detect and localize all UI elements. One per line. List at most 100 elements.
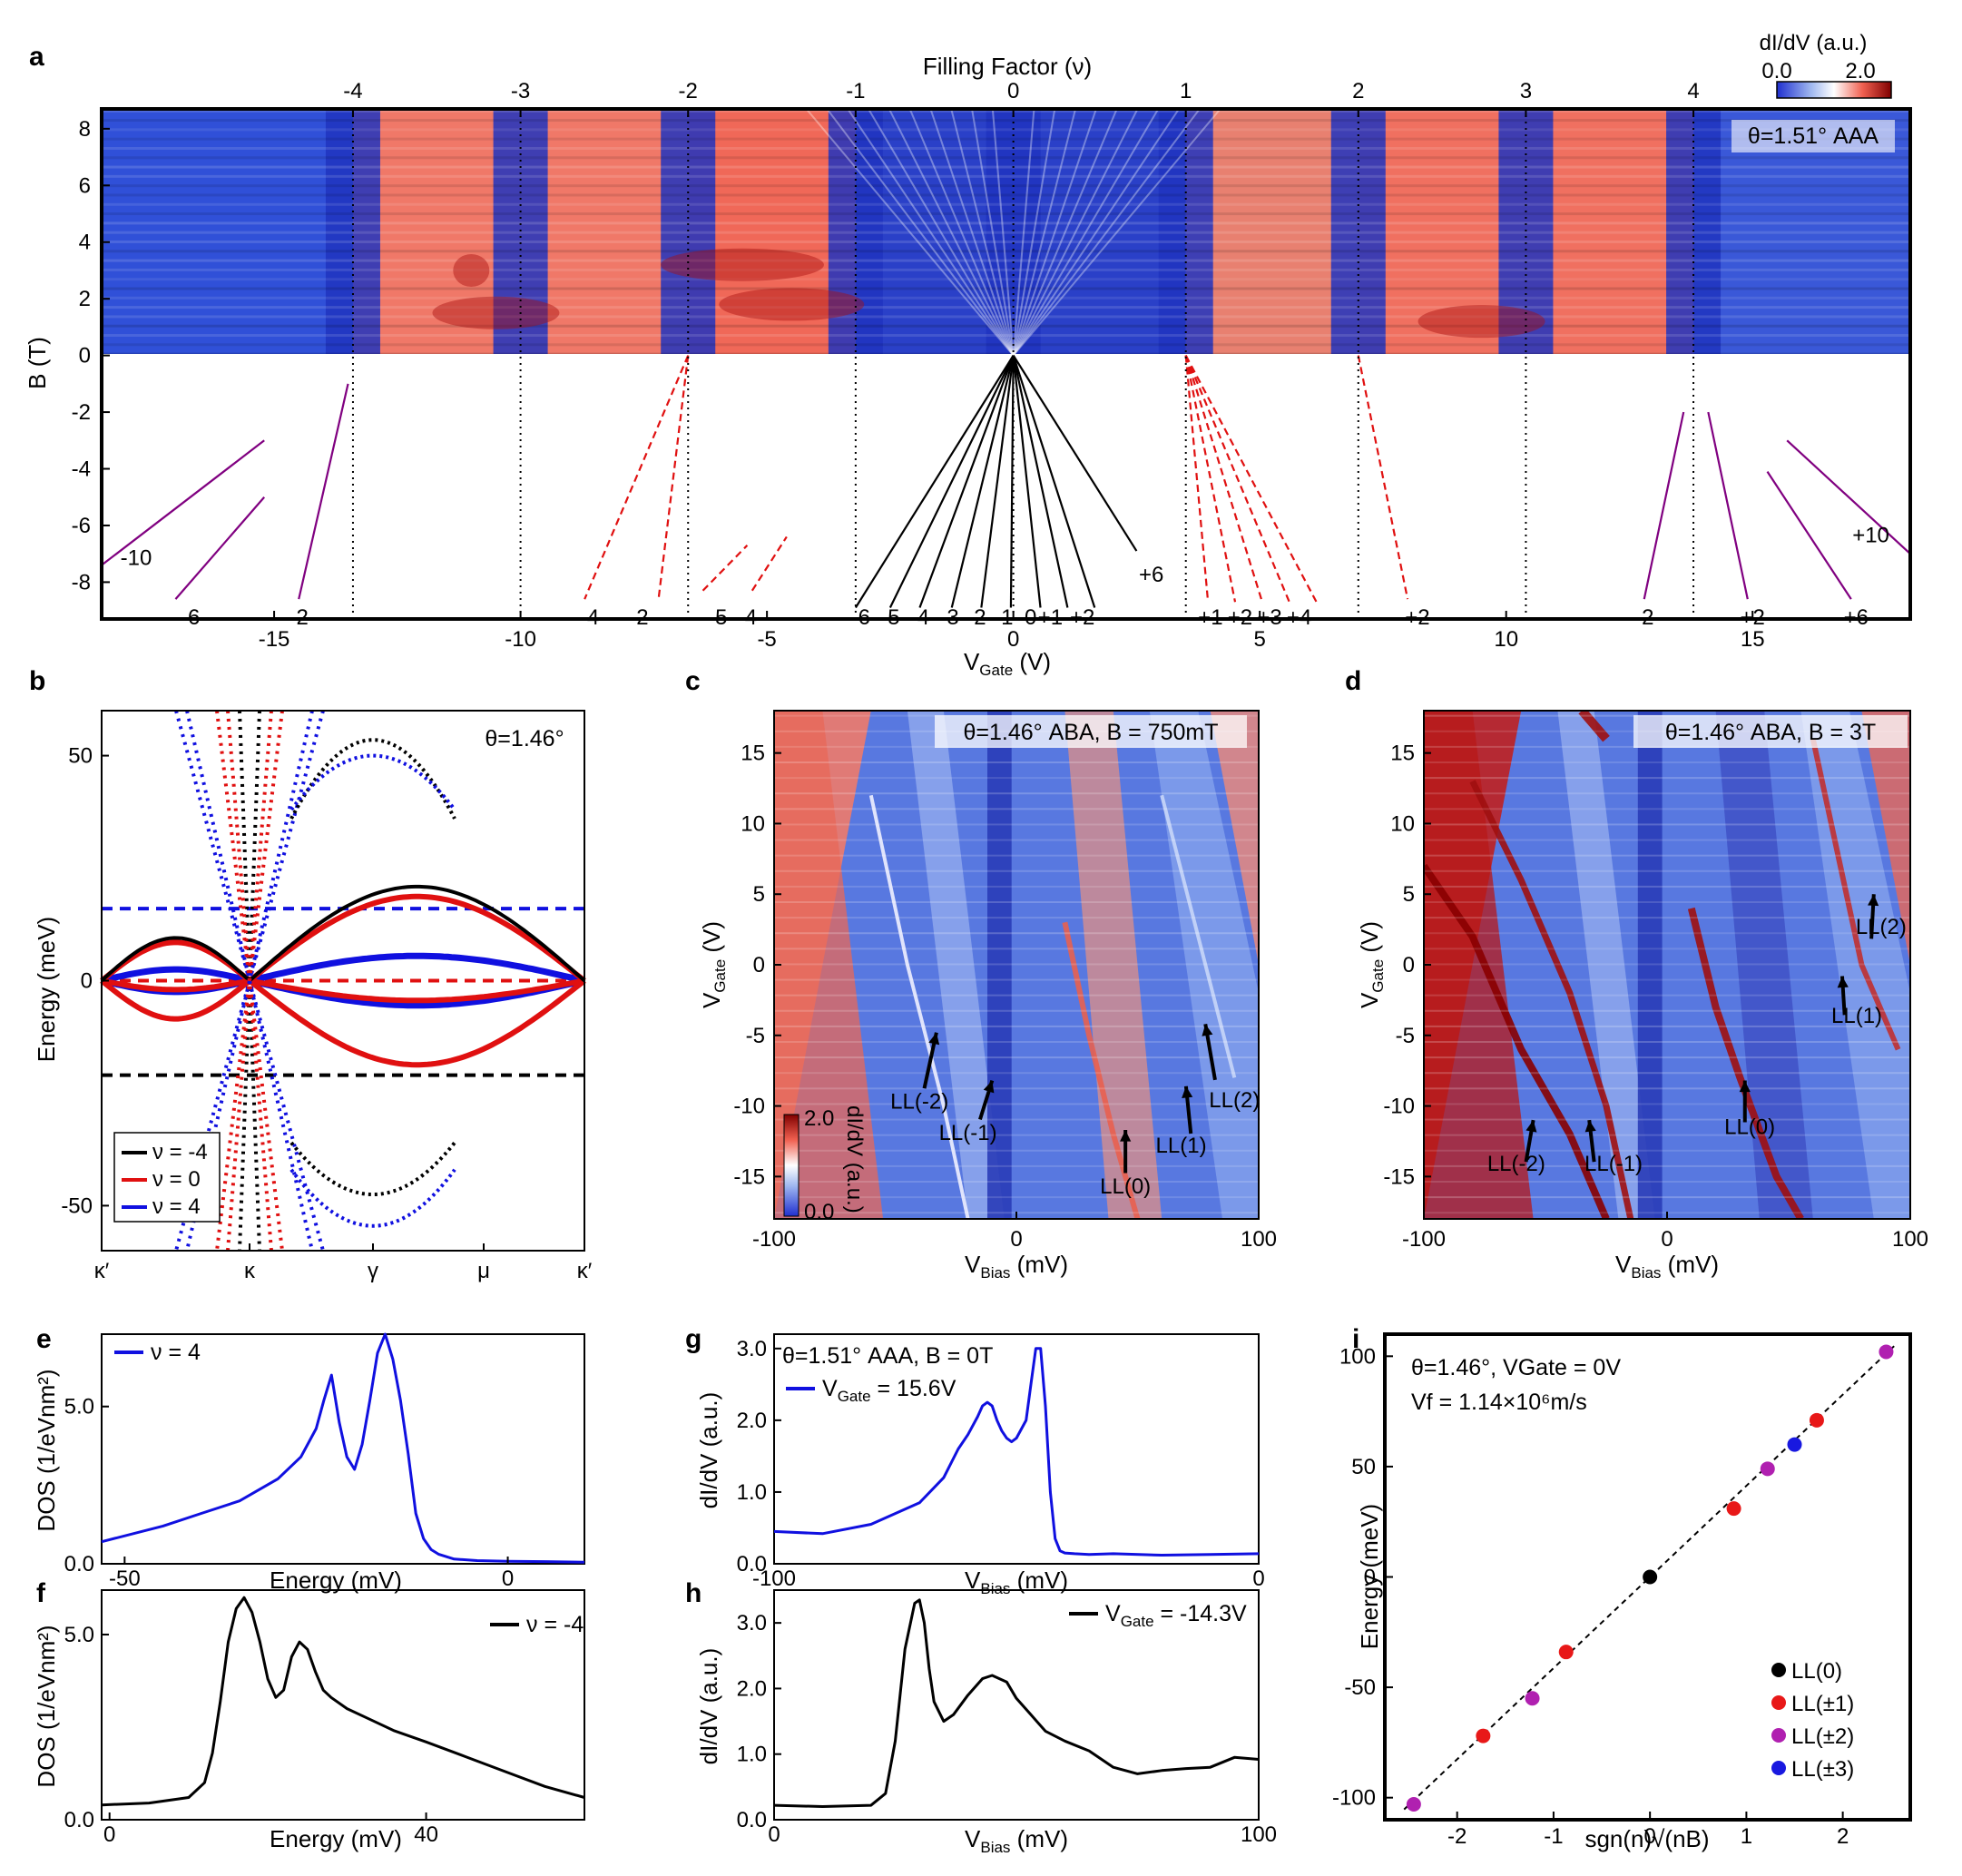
heatmap-stripe	[1424, 1118, 1910, 1121]
panel-g-x-axis-label: VBias (mV)	[965, 1567, 1068, 1597]
fan-label: +6	[1139, 563, 1163, 587]
x-tick-label: 100	[1241, 1822, 1277, 1847]
panel-letter-h: h	[685, 1578, 701, 1608]
panel-g-title: θ=1.51° AAA, B = 0T	[782, 1343, 993, 1369]
y-tick-label: -100	[1332, 1786, 1376, 1811]
panel-g-y-axis-label: dI/dV (a.u.)	[695, 1392, 722, 1509]
y-tick-label: -6	[72, 514, 91, 538]
panel-c-inset-bg	[935, 715, 1247, 748]
fan-label: -2	[966, 605, 986, 630]
fan-line-purple	[174, 496, 266, 600]
heatmap-stripe	[774, 792, 1259, 795]
y-tick-label: 3.0	[737, 1337, 767, 1361]
panel-a-colorbar-label: dI/dV (a.u.)	[1760, 31, 1868, 55]
panel-letter-g: g	[685, 1324, 701, 1354]
heatmap-stripe	[774, 1164, 1259, 1167]
x-tick-label: 0	[768, 1822, 780, 1847]
fan-line-black	[1012, 355, 1096, 608]
y-tick-label: -5	[1396, 1024, 1415, 1048]
y-tick-label: 0	[81, 969, 93, 994]
x-tick-label: -1	[1544, 1824, 1563, 1849]
heatmap-stripe	[774, 854, 1259, 857]
heatmap-streak	[826, 109, 1014, 354]
annotation-LL(-2): LL(-2)	[890, 1090, 948, 1115]
x-tick-label: 5	[1253, 627, 1265, 652]
panel-c-inset-label: θ=1.46° ABA, B = 750mT	[964, 720, 1219, 745]
annotation-LL(-2): LL(-2)	[1487, 1152, 1545, 1176]
fan-label: +2	[1070, 605, 1094, 630]
fan-line-red	[1184, 355, 1237, 603]
ll-trace	[1578, 711, 1610, 742]
ll-trace	[1160, 794, 1237, 1078]
x-tick-label: 2	[1837, 1824, 1849, 1849]
panel-h-chart: 0 100 0.0 1.0 2.0 3.0	[737, 1598, 1277, 1847]
heatmap-stripe	[1424, 917, 1910, 919]
x-tick-label: 0	[1252, 1567, 1264, 1591]
fan-line-red	[1184, 355, 1263, 603]
heatmap-streak	[1013, 109, 1077, 354]
heatmap-stripe	[1424, 823, 1910, 826]
fan-label: +10	[1852, 523, 1889, 547]
data-point	[1558, 1645, 1574, 1660]
ll-trace	[1469, 780, 1634, 1219]
x-tick-label: 10	[1494, 627, 1518, 652]
top-tick-label: 4	[1687, 79, 1699, 103]
panel-b-y-axis-label: Energy (meV)	[33, 917, 60, 1062]
heatmap-stripe	[102, 259, 1910, 262]
heatmap-hotspot	[453, 253, 490, 287]
panel-f-frame	[101, 1589, 585, 1821]
heatmap-stripe	[1424, 839, 1910, 841]
fan-line-black	[888, 355, 1015, 608]
panel-i-chart: -2 -1 0 1 2 100 50 0 -50 -100	[1332, 1343, 1897, 1849]
heatmap-stripe	[774, 777, 1259, 780]
panel-c-colorbar-max: 2.0	[804, 1106, 834, 1131]
heatmap-stripe	[1424, 932, 1910, 935]
panel-c-y-axis-label: VGate (V)	[698, 921, 729, 1008]
y-tick-label: 8	[79, 117, 91, 142]
fan-label: +2	[1228, 605, 1252, 630]
heatmap-streak	[971, 109, 1015, 354]
band-black-flat	[100, 884, 586, 982]
panel-a-y-axis-label: B (T)	[24, 337, 51, 389]
fan-line-purple	[1707, 411, 1749, 600]
heatmap-stripe	[1424, 1072, 1910, 1075]
heatmap-streak	[1013, 109, 1160, 354]
heatmap-stripe	[1424, 1025, 1910, 1027]
top-tick-label: -1	[846, 79, 865, 103]
heatmap-band	[907, 711, 1005, 1219]
heatmap-streak	[805, 109, 1014, 354]
heatmap-streak	[950, 109, 1015, 354]
fan-line-purple	[1643, 411, 1685, 600]
fan-line-red	[584, 355, 690, 600]
heatmap-stripe	[774, 1118, 1259, 1121]
panel-a-heatmap	[102, 109, 1910, 354]
heatmap-hotspot	[1418, 305, 1545, 339]
heatmap-region	[1424, 711, 1534, 1219]
fan-line-red	[1184, 355, 1290, 603]
heatmap-stripe	[1424, 963, 1910, 966]
y-tick-label: 5.0	[64, 1395, 94, 1419]
y-tick-label: 4	[79, 231, 91, 255]
arrow-head	[1525, 1120, 1537, 1133]
fan-label: -6	[181, 605, 200, 630]
data-point	[1879, 1344, 1894, 1360]
panel-g-frame	[773, 1333, 1260, 1565]
panel-c-x-axis-label: VBias (mV)	[965, 1251, 1068, 1282]
panel-g: -100 0 0.0 1.0 2.0 3.0 VBias (mV) dI/dV (a.u.…	[695, 1333, 1265, 1597]
heatmap-streak	[1013, 109, 1118, 354]
y-tick-label: 50	[68, 744, 93, 769]
x-tick-label: -2	[1447, 1824, 1467, 1849]
arrow-head	[1120, 1130, 1132, 1142]
panel-e-y-axis-label: DOS (1/eVnm²)	[33, 1369, 60, 1531]
heatmap-region	[1861, 711, 1910, 965]
fan-line-black	[854, 355, 1015, 609]
fan-label: +6	[1844, 605, 1869, 630]
panel-a-fan-lines	[101, 355, 1911, 609]
heatmap-region	[1185, 109, 1359, 354]
fan-label: +4	[1287, 605, 1311, 630]
panel-c-heatmap	[774, 711, 1259, 1219]
heatmap-stripe	[1424, 1103, 1910, 1105]
heatmap-stripe	[102, 268, 1910, 271]
y-tick-label: 0.0	[64, 1808, 94, 1832]
panel-d-axes: -100 0 100 15 10 5 0 -5 -10 -15	[1383, 742, 1928, 1252]
